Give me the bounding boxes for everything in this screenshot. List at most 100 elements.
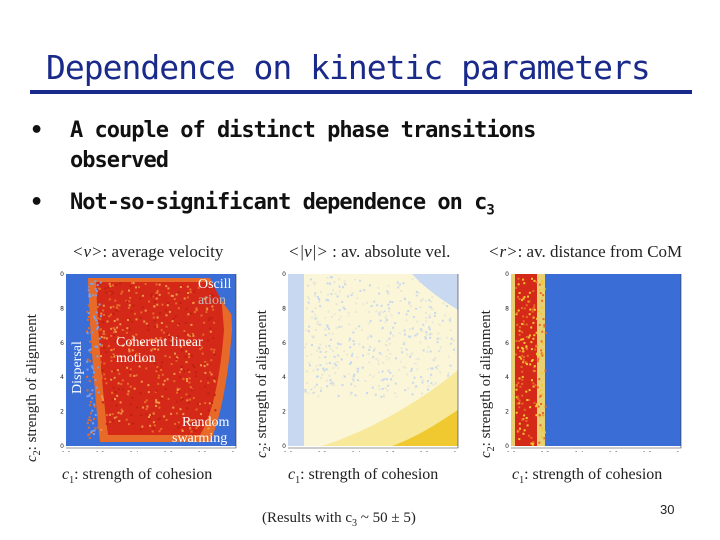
heatmap-cell — [354, 279, 357, 282]
heatmap-cell — [158, 406, 161, 409]
heatmap-cell — [88, 295, 91, 298]
heatmap-cell — [525, 323, 528, 326]
heatmap-cell — [202, 333, 205, 336]
heatmap-cell — [86, 330, 88, 333]
heatmap-cell — [210, 317, 213, 320]
heatmap-cell — [321, 282, 324, 284]
heatmap-cell — [415, 385, 418, 388]
heatmap-cell — [112, 305, 115, 308]
heatmap-cell — [378, 385, 380, 387]
heatmap-cell — [532, 337, 535, 340]
annotation-random-line2: swarming — [172, 431, 228, 446]
heatmap-cell — [94, 317, 96, 320]
heatmap-cell — [391, 279, 394, 282]
heatmap-cell — [421, 379, 424, 382]
heatmap-cell — [424, 336, 427, 339]
heatmap-cell — [540, 312, 543, 315]
page-number: 30 — [660, 502, 675, 517]
heatmap-cell — [157, 418, 160, 420]
heatmap-cell — [305, 371, 308, 374]
heatmap-cell — [326, 276, 329, 279]
annotation-coherent-line2: motion — [116, 351, 156, 366]
heatmap-cell — [177, 324, 180, 327]
bullet-dot: • — [30, 190, 43, 215]
heatmap-cell — [160, 329, 163, 332]
heatmap-cell — [437, 364, 440, 367]
heatmap-cell — [329, 387, 332, 390]
heatmap-cell — [317, 395, 320, 398]
heatmap-cell — [543, 287, 546, 290]
heatmap-cell — [157, 376, 160, 379]
heatmap-cell — [431, 307, 434, 310]
heatmap-cell — [453, 339, 455, 342]
heatmap-cell — [392, 313, 395, 316]
heatmap-cell — [414, 363, 417, 366]
heatmap-cell — [354, 385, 357, 388]
heatmap-cell — [312, 333, 315, 336]
heatmap-cell — [352, 331, 355, 334]
heatmap-cell — [153, 319, 156, 322]
heatmap-cell — [425, 331, 428, 334]
heatmap-cell — [147, 339, 150, 342]
heatmap-cell — [384, 387, 387, 390]
heatmap-cell — [343, 308, 346, 310]
heatmap-cell — [100, 355, 102, 358]
heatmap-cell — [159, 337, 162, 339]
heatmap-cell — [420, 376, 423, 379]
heatmap-cell — [521, 382, 524, 385]
heatmap-cell — [133, 374, 136, 377]
heatmap-cell — [428, 314, 431, 317]
heatmap-cell — [190, 355, 193, 358]
panel-2-ylabel-sym: c — [254, 451, 270, 458]
heatmap-cell — [181, 397, 184, 400]
x-tick-label: 0.0 — [506, 451, 516, 452]
heatmap-cell — [326, 351, 329, 354]
y-tick-label: 0.6 — [60, 340, 64, 347]
heatmap-cell — [113, 416, 116, 419]
heatmap-cell — [201, 352, 204, 355]
heatmap-cell — [98, 385, 101, 388]
heatmap-cell — [413, 352, 416, 355]
heatmap-cell — [541, 412, 544, 414]
heatmap-cell — [139, 297, 142, 300]
heatmap-cell — [320, 377, 323, 380]
heatmap-cell — [528, 389, 531, 392]
heatmap-cell — [88, 293, 91, 296]
heatmap-cell — [183, 297, 186, 300]
heatmap-cell — [175, 412, 178, 415]
heatmap-cell — [110, 378, 113, 381]
heatmap-cell — [358, 343, 361, 346]
heatmap-cell — [184, 322, 187, 324]
heatmap-cell — [161, 303, 164, 306]
heatmap-cell — [352, 375, 355, 378]
heatmap-cell — [89, 348, 92, 351]
heatmap-cell — [389, 300, 392, 303]
heatmap-cell — [324, 317, 327, 320]
heatmap-cell — [186, 407, 189, 410]
heatmap-cell — [378, 292, 381, 295]
heatmap-cell — [316, 320, 319, 323]
heatmap-cell — [343, 350, 346, 353]
heatmap-cell — [332, 321, 335, 323]
heatmap-cell — [407, 387, 410, 390]
heatmap-cell — [380, 354, 383, 357]
heatmap-cell — [414, 291, 417, 294]
heatmap-cell — [308, 330, 310, 333]
heatmap-cell — [171, 320, 174, 323]
heatmap-cell — [333, 281, 336, 284]
heatmap-cell — [326, 385, 329, 388]
heatmap-cell — [127, 390, 130, 393]
heatmap-cell — [128, 348, 131, 351]
heatmap-cell — [319, 350, 322, 353]
panel-3-ylabel-text: : strength of alignment — [478, 310, 494, 447]
results-note-suffix: ~ 50 ± 5) — [357, 510, 416, 526]
heatmap-cell — [150, 295, 153, 298]
x-tick-label: 0.2 — [540, 451, 550, 452]
heatmap-cell — [447, 374, 450, 377]
heatmap-cell — [87, 316, 90, 318]
heatmap-cell — [331, 315, 333, 318]
heatmap-cell — [525, 390, 528, 393]
heatmap-cell — [529, 308, 532, 311]
heatmap-cell — [165, 325, 168, 328]
heatmap-cell — [157, 382, 160, 385]
